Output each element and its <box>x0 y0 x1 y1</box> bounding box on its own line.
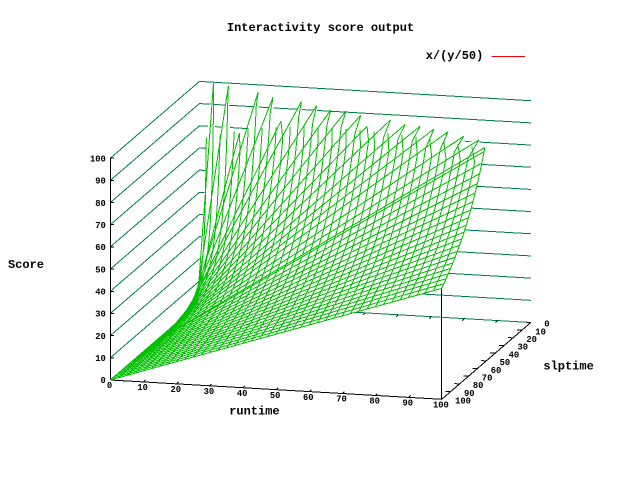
svg-text:Score: Score <box>8 258 44 272</box>
svg-text:30: 30 <box>95 310 106 320</box>
svg-text:50: 50 <box>95 265 106 275</box>
svg-text:30: 30 <box>204 387 215 397</box>
svg-text:20: 20 <box>95 332 106 342</box>
svg-text:60: 60 <box>303 393 314 403</box>
svg-text:30: 30 <box>518 343 529 353</box>
svg-text:0: 0 <box>107 381 112 391</box>
svg-text:80: 80 <box>473 381 484 391</box>
svg-text:40: 40 <box>237 389 248 399</box>
svg-text:50: 50 <box>500 358 511 368</box>
svg-text:90: 90 <box>403 399 414 409</box>
svg-text:slptime: slptime <box>543 360 593 374</box>
svg-text:50: 50 <box>270 391 281 401</box>
svg-text:100: 100 <box>90 154 106 164</box>
svg-text:10: 10 <box>95 354 106 364</box>
svg-text:70: 70 <box>336 395 347 405</box>
svg-text:100: 100 <box>455 397 471 407</box>
svg-text:70: 70 <box>95 221 106 231</box>
svg-text:80: 80 <box>95 199 106 209</box>
svg-text:80: 80 <box>369 397 380 407</box>
svg-text:70: 70 <box>482 374 493 384</box>
svg-text:40: 40 <box>509 350 520 360</box>
svg-text:Interactivity score output: Interactivity score output <box>227 21 414 35</box>
svg-text:0: 0 <box>544 320 549 330</box>
svg-text:10: 10 <box>535 327 546 337</box>
svg-text:90: 90 <box>95 177 106 187</box>
svg-text:10: 10 <box>137 383 148 393</box>
svg-text:60: 60 <box>491 366 502 376</box>
svg-text:x/(y/50): x/(y/50) <box>426 49 484 63</box>
svg-text:90: 90 <box>464 389 475 399</box>
svg-text:60: 60 <box>95 243 106 253</box>
svg-text:20: 20 <box>171 385 182 395</box>
svg-text:runtime: runtime <box>229 405 279 419</box>
svg-text:40: 40 <box>95 288 106 298</box>
svg-text:20: 20 <box>526 335 537 345</box>
svg-text:100: 100 <box>433 401 449 411</box>
svg-text:0: 0 <box>101 376 106 386</box>
